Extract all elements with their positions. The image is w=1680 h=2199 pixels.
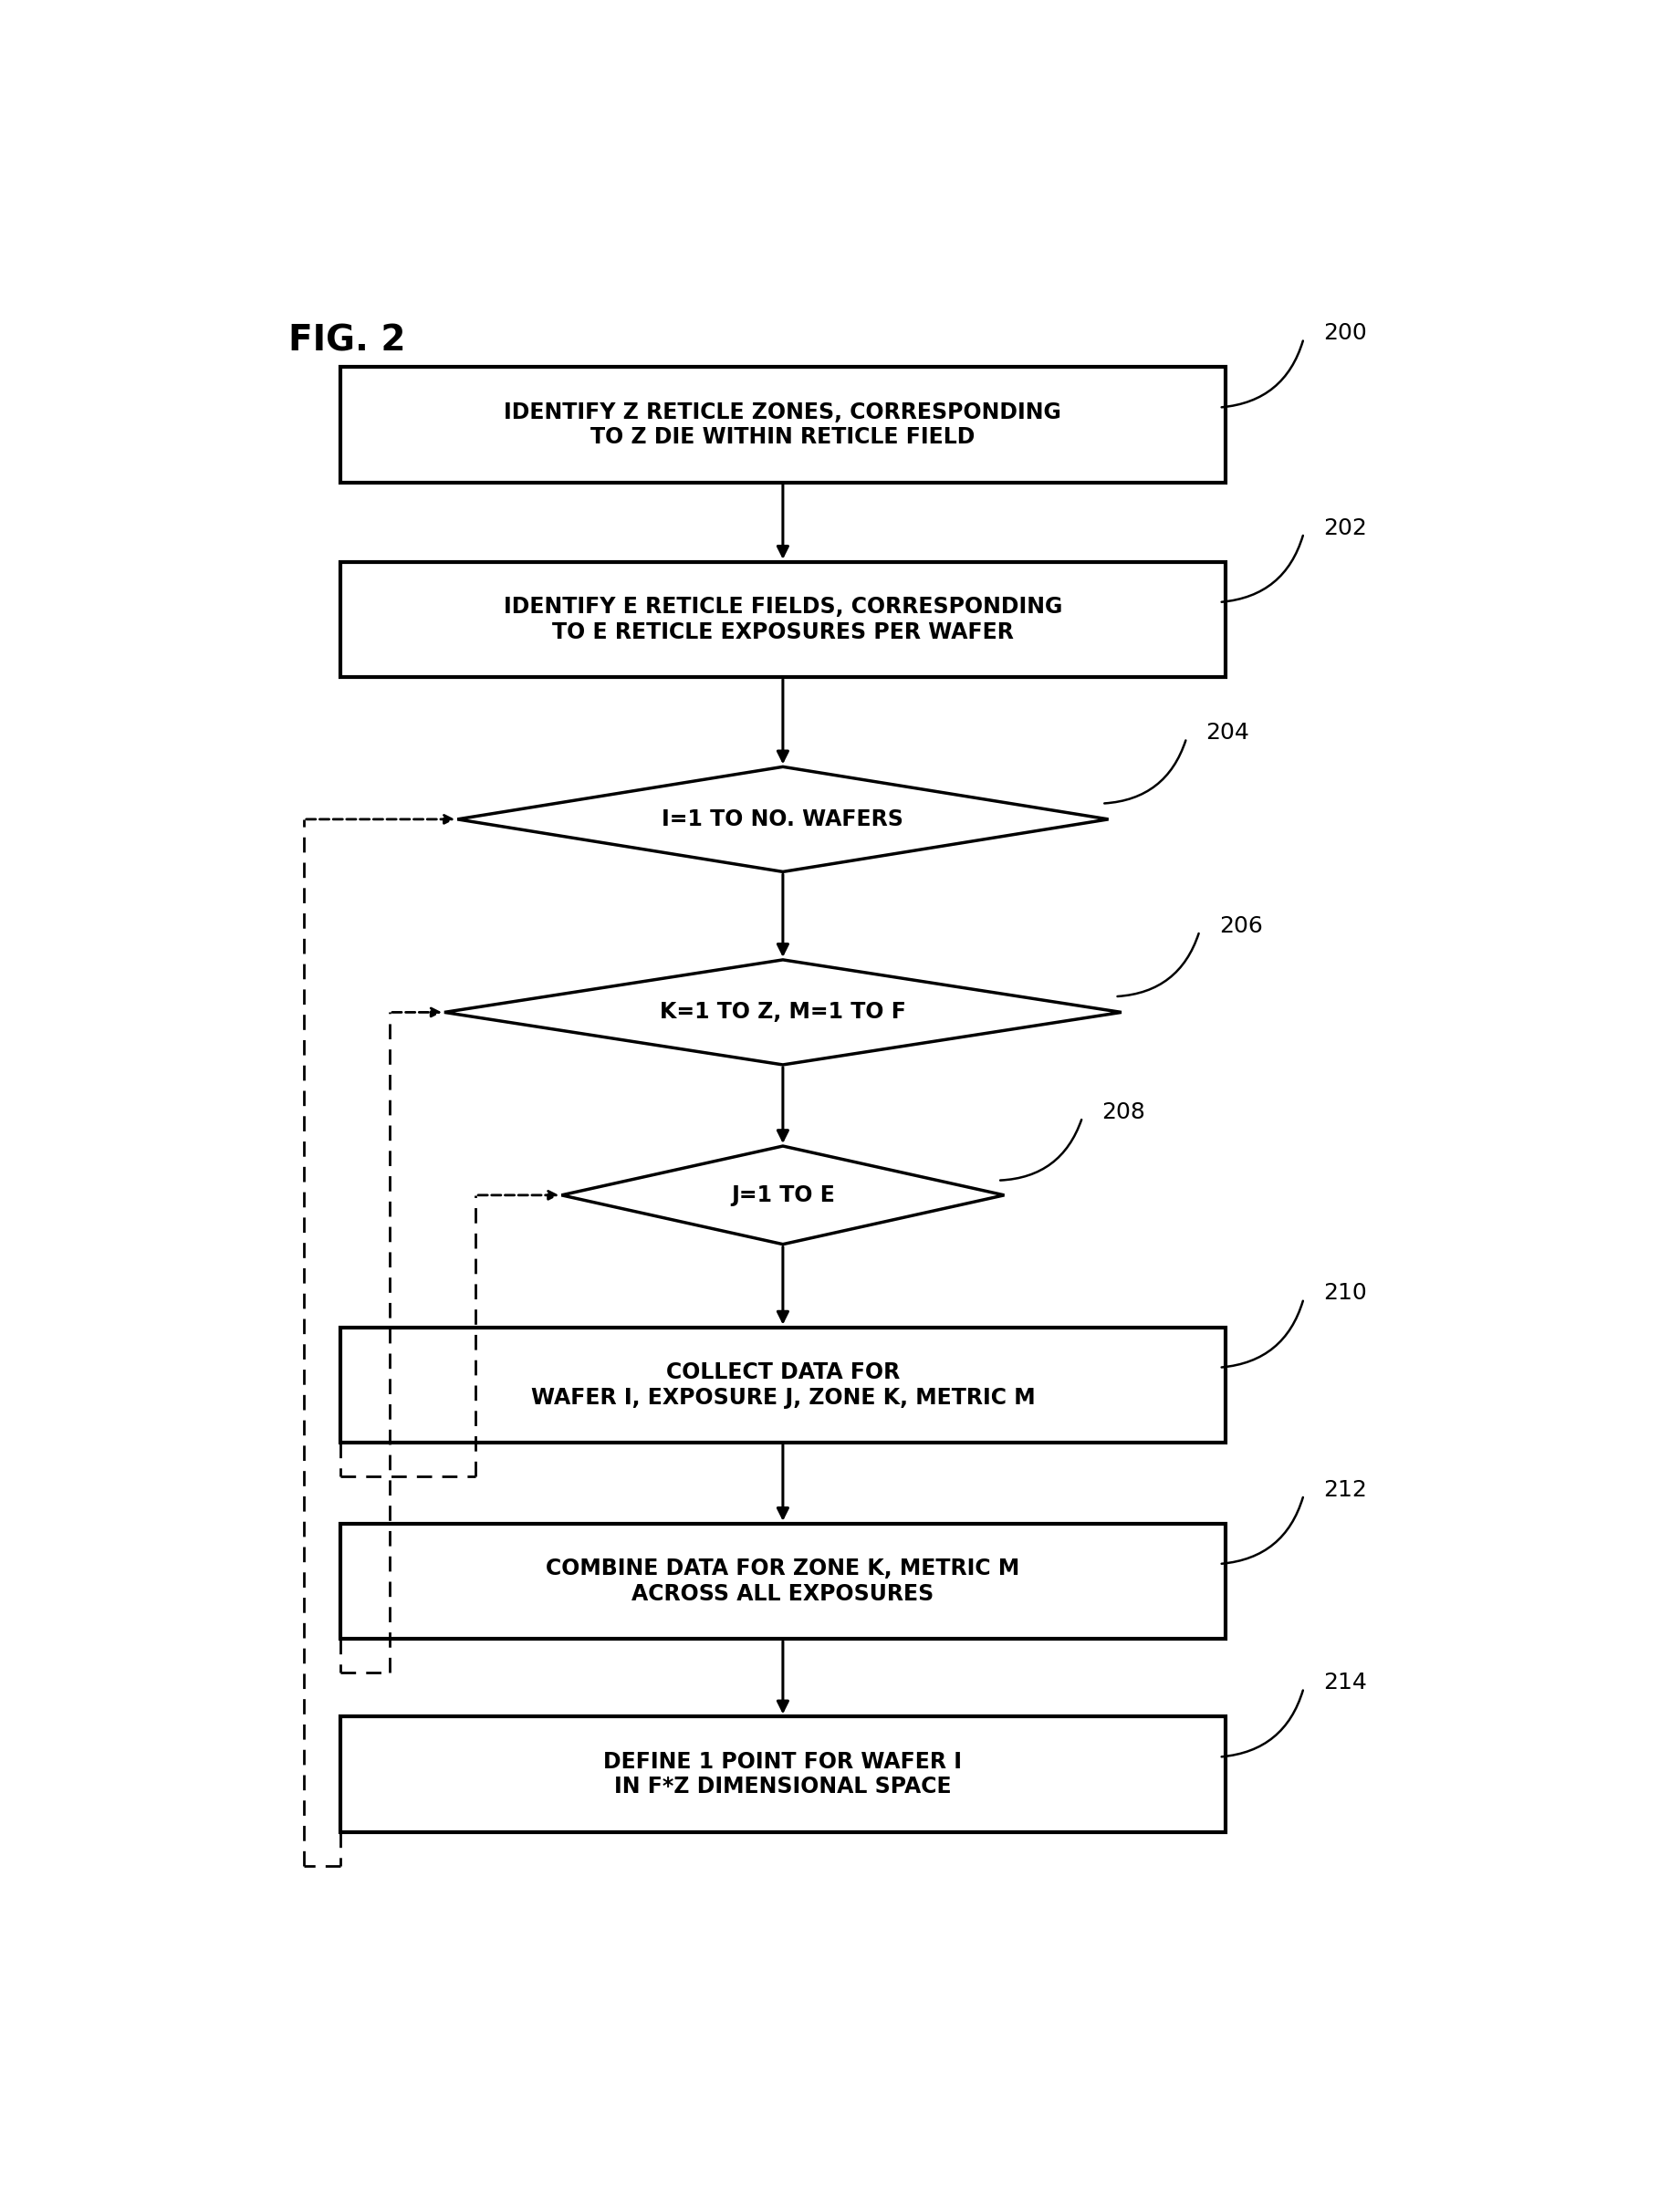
Text: K=1 TO Z, M=1 TO F: K=1 TO Z, M=1 TO F [660, 1001, 906, 1023]
Text: 200: 200 [1324, 323, 1368, 345]
Text: 202: 202 [1324, 517, 1368, 539]
FancyBboxPatch shape [339, 367, 1226, 482]
Polygon shape [444, 959, 1121, 1064]
Text: 210: 210 [1324, 1282, 1368, 1304]
FancyBboxPatch shape [339, 563, 1226, 677]
Text: 206: 206 [1220, 915, 1263, 937]
Text: IDENTIFY E RETICLE FIELDS, CORRESPONDING
TO E RETICLE EXPOSURES PER WAFER: IDENTIFY E RETICLE FIELDS, CORRESPONDING… [504, 596, 1062, 642]
Text: COLLECT DATA FOR
WAFER I, EXPOSURE J, ZONE K, METRIC M: COLLECT DATA FOR WAFER I, EXPOSURE J, ZO… [531, 1361, 1035, 1407]
Text: DEFINE 1 POINT FOR WAFER I
IN F*Z DIMENSIONAL SPACE: DEFINE 1 POINT FOR WAFER I IN F*Z DIMENS… [603, 1750, 963, 1799]
Text: 212: 212 [1324, 1480, 1368, 1500]
Polygon shape [561, 1146, 1005, 1245]
Text: I=1 TO NO. WAFERS: I=1 TO NO. WAFERS [662, 809, 904, 831]
Text: 214: 214 [1324, 1671, 1368, 1693]
Text: IDENTIFY Z RETICLE ZONES, CORRESPONDING
TO Z DIE WITHIN RETICLE FIELD: IDENTIFY Z RETICLE ZONES, CORRESPONDING … [504, 400, 1062, 449]
Text: FIG. 2: FIG. 2 [289, 323, 405, 358]
Polygon shape [457, 767, 1109, 871]
FancyBboxPatch shape [339, 1328, 1226, 1443]
Text: 208: 208 [1102, 1102, 1146, 1124]
Text: 204: 204 [1206, 721, 1250, 743]
FancyBboxPatch shape [339, 1717, 1226, 1832]
FancyBboxPatch shape [339, 1524, 1226, 1638]
Text: J=1 TO E: J=1 TO E [731, 1185, 835, 1205]
Text: COMBINE DATA FOR ZONE K, METRIC M
ACROSS ALL EXPOSURES: COMBINE DATA FOR ZONE K, METRIC M ACROSS… [546, 1557, 1020, 1605]
